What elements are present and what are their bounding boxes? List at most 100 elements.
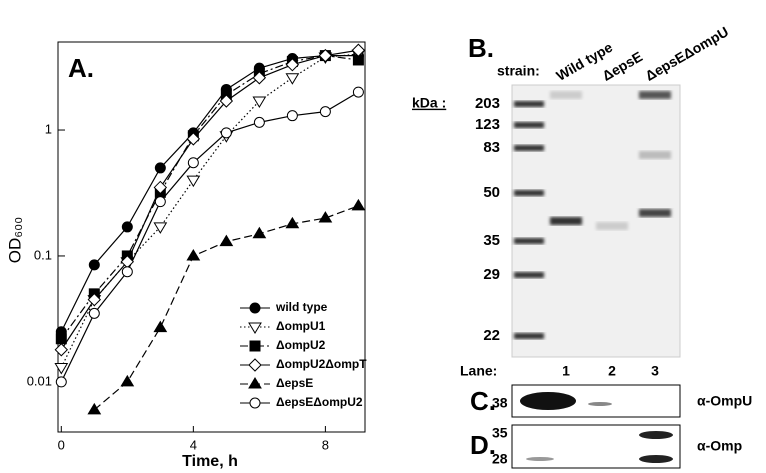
marker-size: 29 <box>483 266 500 283</box>
ladder-band <box>514 272 544 278</box>
kda-label: kDa : <box>412 95 446 111</box>
ladder-band <box>514 145 544 151</box>
point <box>121 221 133 233</box>
marker-size: 203 <box>475 95 500 112</box>
panel-label: B. <box>468 33 494 63</box>
series-line <box>60 54 359 333</box>
gel <box>511 84 681 358</box>
point <box>318 211 333 223</box>
legend-label: ΔepsE <box>276 376 313 390</box>
strain-label: strain: <box>497 63 540 79</box>
point <box>219 94 234 108</box>
band <box>639 455 673 463</box>
size-label: 38 <box>492 395 508 411</box>
point <box>154 162 166 174</box>
point <box>319 106 331 118</box>
point <box>153 222 168 234</box>
point <box>55 333 67 345</box>
band <box>596 222 628 230</box>
antibody-label: α-OmpU <box>697 393 752 409</box>
legend-marker <box>248 322 262 334</box>
y-axis-label: OD₆₀₀ <box>5 217 24 263</box>
x-axis-label: Time, h <box>182 453 238 470</box>
point <box>220 127 232 139</box>
point <box>88 307 100 319</box>
series-line <box>60 49 359 351</box>
x-tick-label: 4 <box>190 437 197 452</box>
band <box>526 457 554 461</box>
band <box>550 91 582 99</box>
plot-frame <box>57 41 366 433</box>
legend-label: ΔompU2ΔompT <box>276 357 367 371</box>
lane-label: Lane: <box>460 363 497 379</box>
point <box>87 292 102 307</box>
point <box>186 175 201 188</box>
point <box>153 180 168 195</box>
legend-marker <box>248 377 262 389</box>
band <box>588 402 612 406</box>
y-tick-label: 0.1 <box>34 247 52 262</box>
band <box>639 431 673 439</box>
point <box>88 259 100 271</box>
point <box>154 196 166 208</box>
marker-size: 35 <box>483 232 500 249</box>
legend-marker <box>249 340 261 352</box>
point <box>219 234 234 247</box>
point <box>285 58 300 72</box>
point <box>54 363 69 375</box>
strain-label: ΔepsEΔompU <box>642 23 731 83</box>
lane-number: 2 <box>608 363 616 379</box>
point <box>351 198 366 211</box>
point <box>87 402 102 415</box>
band <box>520 392 576 410</box>
point <box>352 86 364 98</box>
panel-label: D. <box>470 430 496 460</box>
marker-size: 50 <box>483 184 500 201</box>
legend-label: ΔepsEΔompU2 <box>276 395 363 409</box>
point <box>186 132 201 146</box>
point <box>54 343 69 357</box>
ladder-band <box>514 238 544 244</box>
point <box>120 374 135 387</box>
legend-label: wild type <box>275 300 328 314</box>
antibody-label: α-Omp <box>697 438 742 454</box>
band <box>639 151 671 159</box>
marker-size: 22 <box>483 327 500 344</box>
point <box>186 248 201 261</box>
ladder-band <box>514 333 544 339</box>
x-tick-label: 0 <box>58 437 65 452</box>
band <box>639 209 671 217</box>
lane-number: 3 <box>651 363 659 379</box>
point <box>285 216 300 229</box>
ladder-band <box>514 101 544 107</box>
ladder-band <box>514 122 544 128</box>
point <box>55 376 67 388</box>
point <box>252 96 267 108</box>
point <box>286 110 298 122</box>
x-tick-label: 8 <box>322 437 329 452</box>
lane-number: 1 <box>562 363 570 379</box>
legend-label: ΔompU1 <box>276 319 326 333</box>
point <box>252 226 267 239</box>
ladder-band <box>514 190 544 196</box>
series-line <box>60 91 359 383</box>
legend-marker <box>249 397 261 409</box>
point <box>252 71 267 85</box>
size-label: 28 <box>492 451 508 467</box>
marker-size: 83 <box>483 139 500 156</box>
panel-label: A. <box>68 53 94 83</box>
point <box>318 48 333 63</box>
legend-marker <box>248 358 262 372</box>
y-tick-label: 1 <box>45 121 52 136</box>
band <box>639 91 671 99</box>
point <box>351 43 366 57</box>
band <box>550 217 582 225</box>
point <box>253 116 265 128</box>
panel-label: C. <box>470 386 496 416</box>
series-line <box>60 54 359 340</box>
marker-size: 123 <box>475 116 500 133</box>
point <box>187 157 199 169</box>
point <box>153 320 168 333</box>
size-label: 35 <box>492 425 508 441</box>
